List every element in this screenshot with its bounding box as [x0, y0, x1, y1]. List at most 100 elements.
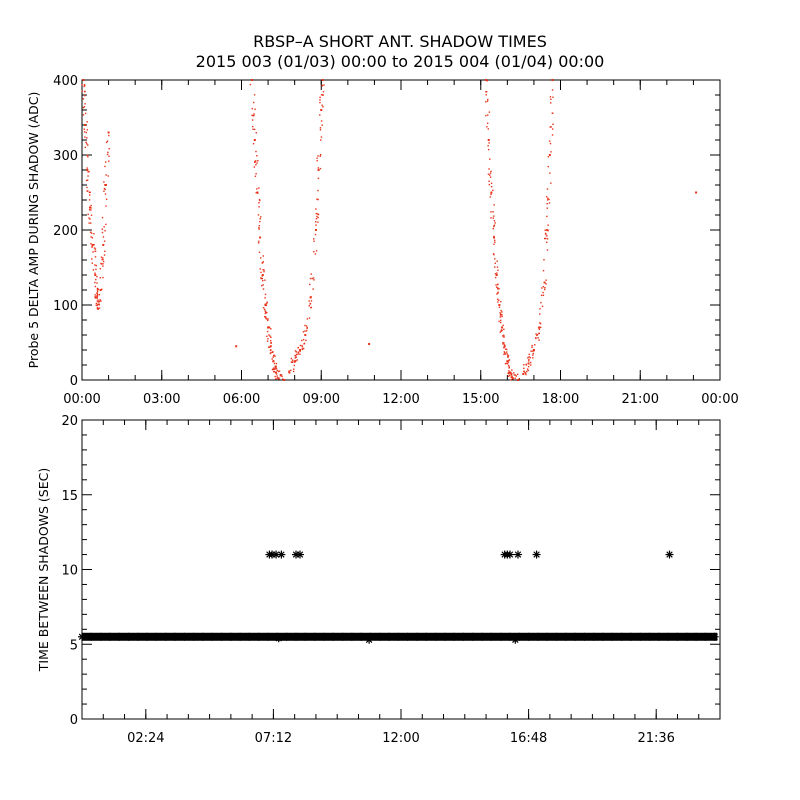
x-tick-label: 03:00: [143, 392, 180, 407]
data-point: [317, 167, 320, 169]
data-point: [526, 368, 529, 370]
data-point: [545, 237, 547, 240]
data-point: [502, 343, 504, 345]
asterisk-point: [282, 632, 291, 641]
data-point: [81, 83, 83, 86]
data-point: [94, 256, 97, 258]
data-point: [94, 281, 96, 284]
data-point: [290, 357, 292, 360]
data-point: [263, 308, 266, 311]
data-point: [501, 326, 504, 329]
data-point: [315, 208, 317, 210]
data-point: [101, 258, 103, 261]
data-point: [92, 269, 95, 271]
data-point: [293, 364, 296, 367]
asterisk-point: [245, 632, 254, 641]
data-point: [254, 108, 256, 110]
data-point: [496, 260, 498, 262]
asterisk-point: [422, 632, 431, 641]
data-point: [488, 180, 490, 182]
data-point: [87, 175, 89, 177]
asterisk-point: [254, 632, 263, 641]
data-point: [82, 114, 85, 116]
asterisk-point: [511, 635, 520, 644]
data-point: [258, 227, 260, 229]
data-point: [308, 300, 310, 302]
data-point: [104, 184, 106, 186]
data-point: [264, 279, 266, 281]
asterisk-point: [338, 632, 347, 641]
asterisk-point: [532, 550, 541, 559]
data-point: [487, 98, 489, 101]
data-point: [92, 251, 94, 253]
data-point: [96, 292, 99, 295]
data-point: [257, 192, 259, 194]
data-point: [317, 155, 319, 157]
data-point: [84, 94, 86, 97]
data-point: [262, 307, 265, 309]
data-point: [316, 198, 318, 200]
data-point: [259, 199, 261, 202]
data-point: [256, 155, 258, 157]
asterisk-point: [571, 632, 580, 641]
data-point: [543, 258, 545, 261]
data-point: [546, 199, 549, 201]
data-point: [539, 322, 542, 325]
data-point: [253, 94, 256, 96]
asterisk-point: [375, 632, 384, 641]
asterisk-point: [272, 550, 281, 559]
data-point: [547, 197, 549, 200]
data-point: [104, 188, 106, 191]
data-point: [295, 356, 297, 358]
data-point: [257, 214, 260, 216]
data-point: [530, 350, 532, 352]
data-point: [534, 344, 536, 346]
data-point: [275, 367, 278, 369]
data-point: [108, 134, 110, 137]
data-point: [547, 224, 549, 226]
data-point: [87, 144, 89, 146]
data-point: [542, 294, 545, 296]
data-point: [84, 103, 86, 105]
data-point: [315, 218, 318, 220]
asterisk-point: [171, 632, 180, 641]
data-point: [96, 290, 99, 293]
data-point: [549, 142, 552, 145]
data-point: [488, 111, 491, 113]
asterisk-point: [347, 632, 356, 641]
asterisk-point: [524, 632, 533, 641]
data-point: [93, 233, 95, 235]
data-point: [103, 240, 106, 242]
data-point: [288, 370, 290, 373]
data-point: [550, 98, 552, 100]
data-point: [305, 325, 308, 327]
data-point: [308, 317, 311, 319]
data-point: [549, 96, 552, 98]
data-point: [490, 191, 493, 194]
data-point: [271, 351, 274, 353]
data-point: [90, 207, 92, 209]
y-tick-label: 400: [53, 74, 78, 89]
data-point: [499, 316, 502, 318]
data-point: [510, 372, 512, 375]
data-point: [503, 342, 505, 344]
data-point: [235, 345, 238, 348]
data-point: [294, 360, 297, 363]
data-point: [537, 337, 539, 339]
data-point: [513, 374, 516, 376]
data-point: [492, 253, 495, 255]
data-point: [314, 253, 317, 255]
data-point: [320, 139, 322, 141]
asterisk-point: [626, 632, 635, 641]
data-point: [306, 326, 308, 329]
data-point: [258, 198, 261, 201]
data-point: [305, 339, 307, 342]
data-point: [542, 291, 544, 294]
data-point: [500, 313, 502, 315]
data-point: [100, 300, 102, 302]
asterisk-point: [580, 632, 589, 641]
y-tick-label: 15: [61, 489, 78, 504]
y-tick-label: 5: [70, 638, 78, 653]
data-point: [102, 236, 105, 238]
data-point: [548, 140, 551, 142]
